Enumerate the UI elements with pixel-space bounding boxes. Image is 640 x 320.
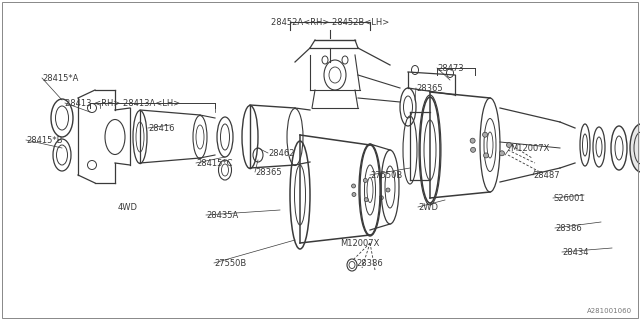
Text: 28365: 28365 xyxy=(416,84,443,92)
Text: 27550B: 27550B xyxy=(214,259,246,268)
Ellipse shape xyxy=(484,153,488,158)
Ellipse shape xyxy=(470,138,475,143)
Ellipse shape xyxy=(352,193,356,196)
Text: S26001: S26001 xyxy=(553,194,584,203)
Text: 28415*C: 28415*C xyxy=(196,158,232,167)
Ellipse shape xyxy=(506,142,511,148)
Ellipse shape xyxy=(630,124,640,172)
Ellipse shape xyxy=(364,179,367,182)
Text: 28386: 28386 xyxy=(356,260,383,268)
Text: 28473: 28473 xyxy=(437,63,463,73)
Text: 28416: 28416 xyxy=(148,124,175,132)
Ellipse shape xyxy=(386,188,390,192)
Text: 27550B: 27550B xyxy=(370,171,403,180)
Text: 28462: 28462 xyxy=(268,148,294,157)
Ellipse shape xyxy=(483,132,488,137)
Text: 4WD: 4WD xyxy=(118,203,138,212)
Ellipse shape xyxy=(470,147,476,152)
Text: 28415*B: 28415*B xyxy=(26,135,63,145)
Text: A281001060: A281001060 xyxy=(587,308,632,314)
Text: 28365: 28365 xyxy=(255,167,282,177)
Ellipse shape xyxy=(380,196,383,200)
Ellipse shape xyxy=(499,151,504,156)
Ellipse shape xyxy=(351,184,356,188)
Text: 28386: 28386 xyxy=(555,223,582,233)
Text: 28435A: 28435A xyxy=(206,211,238,220)
Text: 28434: 28434 xyxy=(562,247,589,257)
Text: 28487: 28487 xyxy=(533,171,559,180)
Text: M12007X: M12007X xyxy=(340,238,380,247)
Text: 28413 <RH> 28413A<LH>: 28413 <RH> 28413A<LH> xyxy=(65,99,180,108)
Text: M12007X: M12007X xyxy=(510,143,549,153)
Ellipse shape xyxy=(364,198,368,202)
Text: 28415*A: 28415*A xyxy=(42,74,78,83)
Text: 2WD: 2WD xyxy=(418,203,438,212)
Text: 28452A<RH> 28452B<LH>: 28452A<RH> 28452B<LH> xyxy=(271,18,389,27)
